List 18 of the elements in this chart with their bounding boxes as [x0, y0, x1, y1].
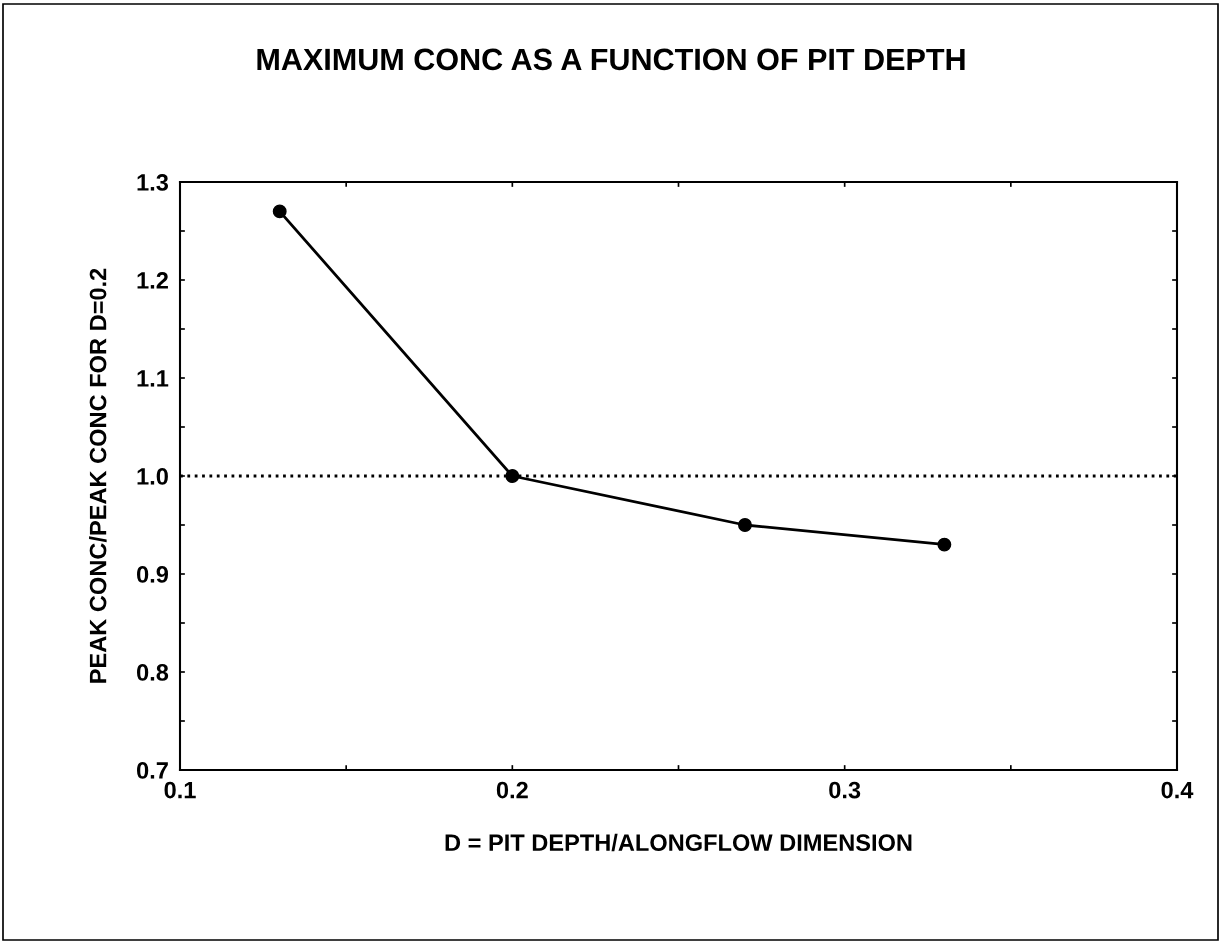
y-axis-title: PEAK CONC/PEAK CONC FOR D=0.2	[89, 268, 107, 683]
point	[738, 518, 752, 532]
y-tick-label: 1.3	[137, 174, 169, 191]
x-axis-title: D = PIT DEPTH/ALONGFLOW DIMENSION	[445, 833, 912, 852]
y-tick-label: 0.8	[137, 664, 169, 681]
x-tick-label: 0.1	[164, 781, 196, 799]
y-tick-label: 0.9	[137, 566, 169, 583]
chart-title: MAXIMUM CONC AS A FUNCTION OF PIT DEPTH	[257, 48, 965, 71]
point	[937, 537, 952, 552]
y-tick-label: 1.2	[137, 272, 168, 289]
y-tick-label: 0.7	[137, 762, 168, 779]
x-tick-label: 0.2	[496, 781, 528, 799]
y-tick-label: 1.1	[137, 370, 169, 387]
point	[505, 469, 520, 483]
y-tick-label: 1.0	[137, 468, 168, 485]
x-tick-label: 0.3	[829, 781, 861, 799]
point	[272, 204, 287, 219]
x-tick-label: 0.4	[1161, 781, 1194, 799]
